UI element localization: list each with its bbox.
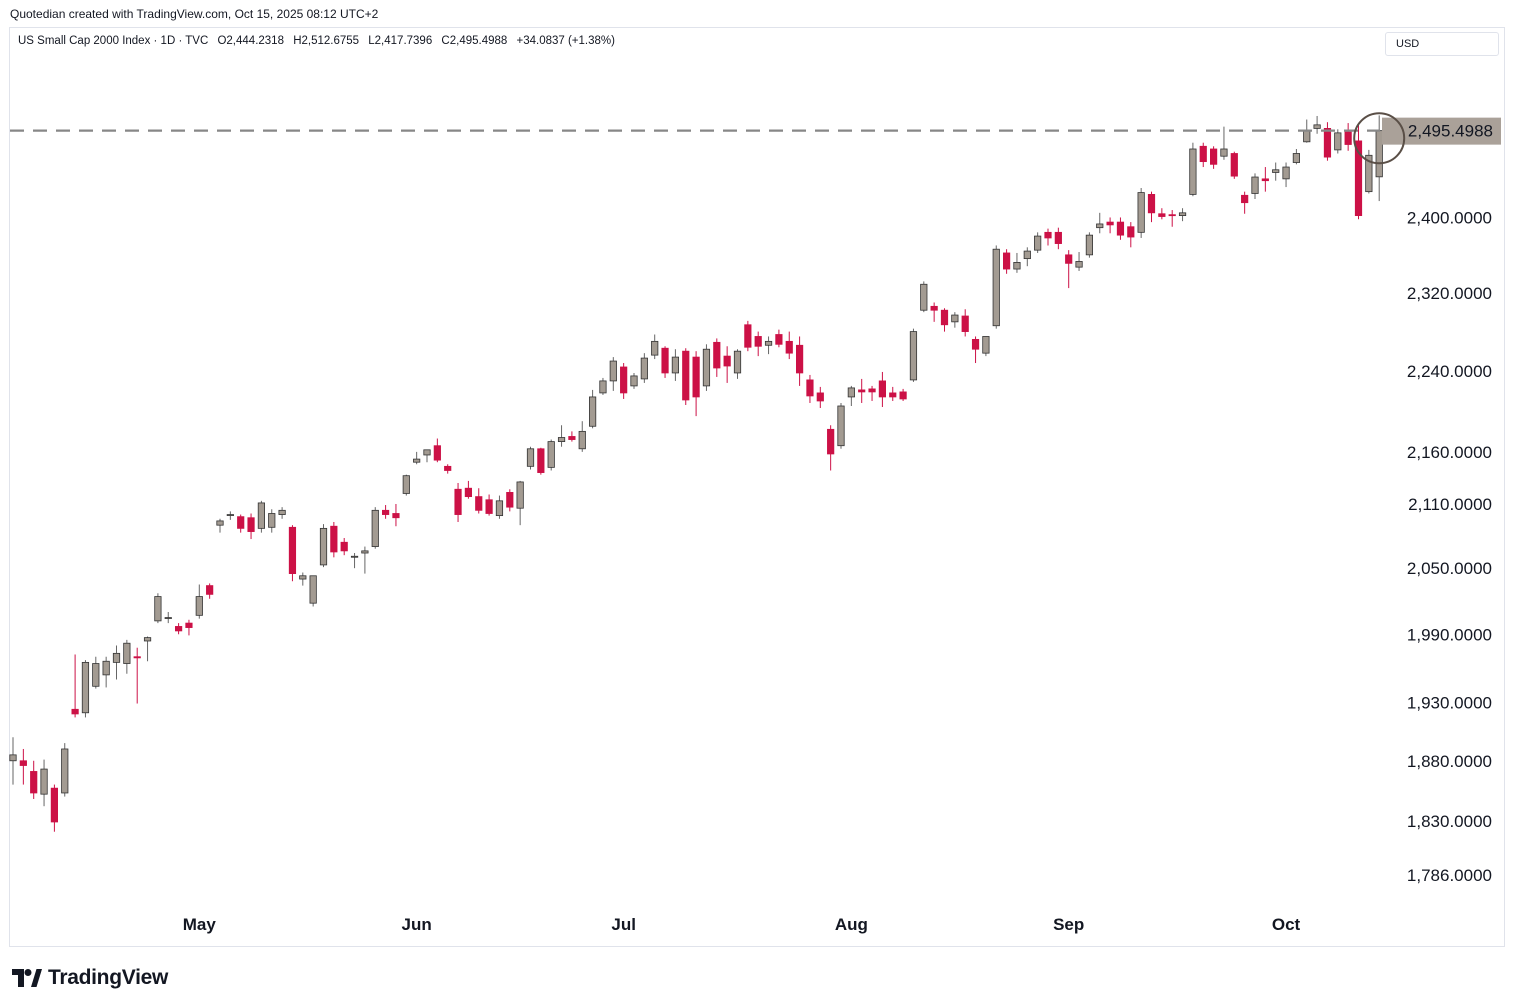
chart-frame [9, 27, 1505, 947]
symbol-label[interactable]: US Small Cap 2000 Index · 1D · TVC [18, 35, 209, 47]
high-value: H2,512.6755 [293, 35, 360, 47]
close-value: C2,495.4988 [441, 35, 508, 47]
attribution-text: Quotedian created with TradingView.com, … [10, 7, 379, 21]
ohlc-legend: US Small Cap 2000 Index · 1D · TVC O2,44… [18, 35, 621, 47]
currency-selector[interactable]: USD [1385, 32, 1499, 56]
open-value: O2,444.2318 [217, 35, 284, 47]
tradingview-logo-text: TradingView [48, 966, 169, 989]
tradingview-logo-icon [12, 969, 42, 987]
low-value: L2,417.7396 [368, 35, 433, 47]
tradingview-logo[interactable]: TradingView [12, 964, 168, 992]
change-value: +34.0837 (+1.38%) [516, 35, 615, 47]
